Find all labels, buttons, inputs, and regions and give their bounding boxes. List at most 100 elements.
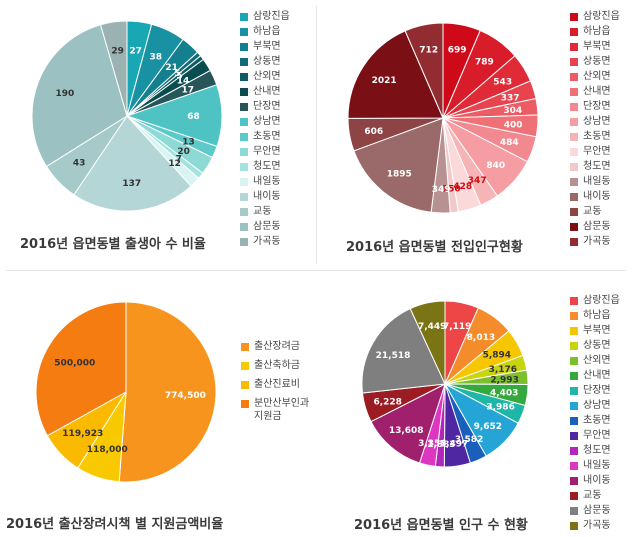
- legend-swatch: [570, 163, 578, 171]
- data-label-11: 150: [442, 184, 461, 194]
- legend-item-15: 삼문동: [570, 504, 620, 517]
- legend-item-6: 산내면: [570, 85, 620, 98]
- legend-label: 부북면: [583, 41, 611, 52]
- legend-swatch: [570, 387, 578, 395]
- legend-label: 단장면: [583, 101, 611, 112]
- legend-swatch: [570, 417, 578, 425]
- legend-label: 하남읍: [583, 26, 611, 37]
- data-label-4: 3,176: [489, 365, 517, 375]
- legend-item-1: 삼랑진읍: [570, 294, 620, 307]
- data-label-5: 304: [503, 106, 522, 116]
- population-chart-title: 2016년 읍면동별 인구 수 현황: [354, 518, 528, 533]
- legend-swatch: [570, 58, 578, 66]
- data-label-3: 119,923: [62, 429, 103, 439]
- data-label-14: 6,228: [373, 398, 401, 408]
- pie-slice-15: [347, 30, 444, 119]
- pie-slice-13: [353, 117, 444, 213]
- data-label-13: 13,608: [389, 426, 424, 436]
- legend-label: 삼랑진읍: [253, 11, 290, 22]
- legend-swatch: [570, 342, 578, 350]
- legend-swatch: [240, 43, 248, 51]
- pie-slice-16: [99, 20, 128, 117]
- data-label-2: 38: [150, 53, 163, 63]
- data-label-15: 190: [56, 89, 75, 99]
- legend-swatch: [240, 178, 248, 186]
- data-label-12: 349: [432, 185, 451, 195]
- legend-label: 삼랑진읍: [583, 295, 620, 306]
- legend-swatch: [570, 73, 578, 81]
- data-label-10: 5,497: [440, 440, 468, 450]
- legend-item-11: 청도면: [240, 160, 290, 173]
- data-label-16: 712: [419, 46, 438, 56]
- pie-slice-16: [409, 300, 446, 385]
- data-label-1: 774,500: [165, 391, 206, 401]
- legend-label: 상남면: [253, 116, 281, 127]
- legend-item-6: 산내면: [570, 369, 620, 382]
- legend-label: 가곡동: [253, 236, 281, 247]
- incentive-slices: [35, 301, 217, 483]
- pie-slice-15: [361, 307, 446, 394]
- data-label-11: 1,883: [427, 440, 455, 450]
- data-label-13: 1895: [387, 170, 412, 180]
- data-label-14: 43: [73, 159, 86, 169]
- legend-item-9: 초동면: [570, 414, 620, 427]
- data-label-1: 699: [448, 46, 467, 56]
- legend-swatch: [241, 362, 249, 370]
- legend-label: 무안면: [583, 430, 611, 441]
- legend-item-11: 청도면: [570, 444, 620, 457]
- legend-label: 상동면: [583, 56, 611, 67]
- pie-slice-13: [73, 115, 192, 212]
- legend-swatch: [240, 28, 248, 36]
- legend-swatch: [240, 193, 248, 201]
- legend-item-13: 내이동: [240, 190, 290, 203]
- legend-label: 상동면: [583, 340, 611, 351]
- legend-item-1: 삼랑진읍: [570, 10, 620, 23]
- legend-swatch: [570, 43, 578, 51]
- legend-item-13: 내이동: [570, 474, 620, 487]
- legend-item-15: 삼문동: [240, 220, 290, 233]
- legend-swatch: [570, 492, 578, 500]
- legend-swatch: [240, 73, 248, 81]
- legend-swatch: [570, 208, 578, 216]
- legend-swatch: [570, 103, 578, 111]
- legend-swatch: [570, 312, 578, 320]
- legend-item-14: 교동: [570, 205, 620, 218]
- legend-label: 출산진료비: [254, 379, 300, 390]
- legend-swatch: [570, 447, 578, 455]
- legend-swatch: [241, 343, 249, 351]
- legend-label: 상남면: [583, 400, 611, 411]
- legend-item-12: 내일동: [570, 175, 620, 188]
- legend-swatch: [570, 28, 578, 36]
- legend-label: 삼랑진읍: [583, 11, 620, 22]
- data-label-5: 5: [176, 72, 182, 82]
- data-label-9: 3,582: [455, 435, 483, 445]
- births-chart-title: 2016년 읍면동별 출생아 수 비율: [20, 237, 206, 252]
- legend-label: 초동면: [253, 131, 281, 142]
- legend-item-5: 산외면: [240, 70, 290, 83]
- pie-slice-15: [31, 24, 128, 168]
- legend-swatch: [570, 118, 578, 126]
- legend-item-2: 하남읍: [570, 25, 620, 38]
- legend-swatch: [240, 208, 248, 216]
- legend-swatch: [240, 163, 248, 171]
- incentive-data-labels: 774,500 118,000 119,923 500,000: [54, 358, 206, 455]
- data-label-1: 7,119: [443, 322, 471, 332]
- pie-slice-13: [370, 383, 446, 464]
- legend-label: 가곡동: [583, 520, 611, 531]
- population-chart-panel: 7,119 8,013 5,894 3,176 2,993 4,403 3,986 9,652…: [316, 272, 632, 537]
- legend-item-3: 출산진료비: [241, 378, 316, 391]
- legend-label: 청도면: [583, 161, 611, 172]
- legend-label: 하남읍: [583, 310, 611, 321]
- data-label-6: 4,403: [490, 389, 518, 399]
- legend-label: 산내면: [253, 86, 281, 97]
- data-label-11: 7: [176, 154, 182, 164]
- legend-label: 상동면: [253, 56, 281, 67]
- data-label-15: 21,518: [376, 351, 411, 361]
- legend-item-5: 산외면: [570, 354, 620, 367]
- legend-swatch: [570, 133, 578, 141]
- data-label-4: 500,000: [54, 358, 95, 368]
- move-in-chart-title: 2016년 읍면동별 전입인구현황: [346, 240, 523, 255]
